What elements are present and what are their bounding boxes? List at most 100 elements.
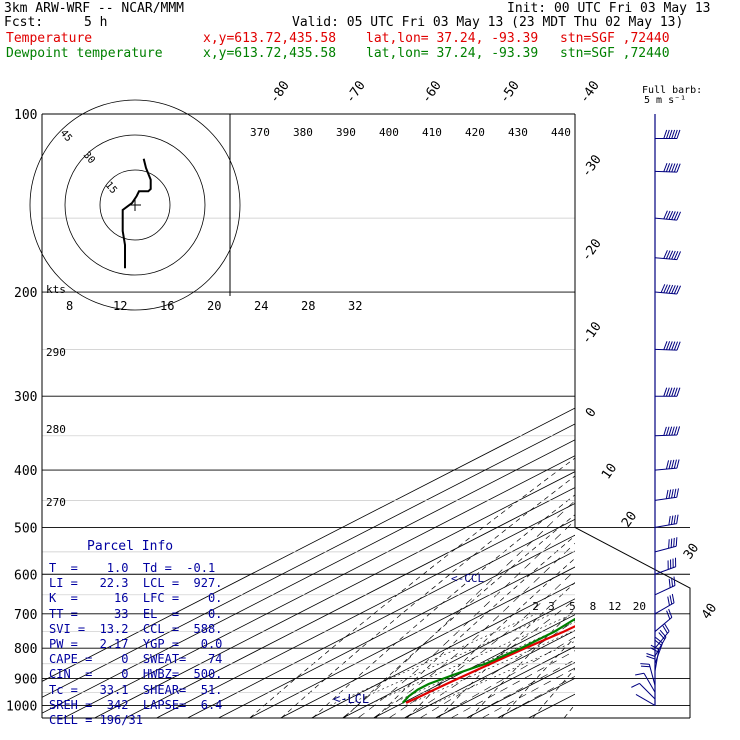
barb-legend-line1: Full barb: bbox=[642, 85, 702, 96]
isotherm bbox=[156, 502, 575, 719]
ccl-marker: <-CCL bbox=[451, 572, 484, 585]
wind-barb bbox=[655, 129, 681, 139]
wind-barb bbox=[654, 163, 681, 173]
skewed-temp-label: -40 bbox=[577, 78, 603, 106]
dry-adiabat bbox=[690, 114, 740, 718]
wind-barb bbox=[640, 663, 656, 686]
temperature-line bbox=[405, 625, 575, 704]
valid-time: Valid: 05 UTC Fri 03 May 13 (23 MDT Thu … bbox=[292, 15, 684, 30]
skewed-temp-label: -70 bbox=[343, 78, 369, 106]
parcel-info-row: PW = 2.17 YGP = 0.0 bbox=[49, 637, 223, 652]
theta-e-label: 420 bbox=[465, 126, 485, 139]
dry-adiabat bbox=[501, 636, 575, 719]
init-time: Init: 00 UTC Fri 03 May 13 bbox=[507, 1, 711, 16]
dry-adiabat-label: 290 bbox=[46, 346, 66, 359]
dry-adiabat bbox=[438, 582, 575, 719]
parcel-info-row: CELL = 196/31 bbox=[49, 713, 143, 728]
dewpoint-station: stn=SGF ,72440 bbox=[560, 46, 670, 61]
pressure-label: 900 bbox=[14, 672, 37, 687]
skewed-temp-label: -20 bbox=[579, 236, 605, 264]
pressure-label: 100 bbox=[14, 108, 37, 123]
parcel-info-row: LI = 22.3 LCL = 927. bbox=[49, 576, 223, 591]
isotherm bbox=[187, 518, 575, 719]
moist-adiabat bbox=[497, 675, 575, 719]
dry-adiabat bbox=[375, 535, 575, 719]
forecast-hour: 5 h bbox=[84, 15, 108, 30]
wind-barb bbox=[654, 608, 673, 632]
wind-barb bbox=[650, 644, 660, 672]
isotherm bbox=[249, 550, 575, 719]
wind-barb bbox=[654, 576, 676, 596]
pressure-label: 800 bbox=[14, 642, 37, 657]
wind-barb bbox=[654, 557, 677, 575]
dry-adiabat bbox=[469, 608, 575, 719]
wind-barb bbox=[654, 250, 682, 261]
theta-e-label: 410 bbox=[422, 126, 442, 139]
pressure-label: 300 bbox=[14, 390, 37, 405]
barb-legend-line2: 5 m s⁻¹ bbox=[644, 95, 686, 106]
wind-barb bbox=[635, 672, 656, 693]
skewed-temp-label: 20 bbox=[619, 509, 640, 530]
parcel-info-panel: Parcel Info T = 1.0 Td = -0.1 LI = 22.3 L… bbox=[45, 537, 225, 727]
wind-barb bbox=[646, 653, 656, 679]
hodograph-axis-label: 24 bbox=[254, 299, 268, 313]
dewpoint-xy: x,y=613.72,435.58 bbox=[203, 46, 337, 61]
theta-e-label: 400 bbox=[379, 126, 399, 139]
pressure-label: 700 bbox=[14, 608, 37, 623]
mixing-ratio-label: 2 bbox=[532, 600, 539, 613]
skewed-temp-label: 10 bbox=[599, 461, 620, 482]
hodograph-axis-label: 8 bbox=[66, 299, 73, 313]
parcel-info-row: CIN = 0 HWBZ= 500. bbox=[49, 667, 223, 682]
dry-adiabat bbox=[249, 457, 575, 719]
parcel-info-row: Tc = 33.1 SHEAR= 51. bbox=[49, 682, 223, 697]
isotherm bbox=[373, 614, 575, 719]
parcel-info-row: SREH = 342 LAPSE= 6.4 bbox=[49, 697, 223, 712]
parcel-info-row: TT = 33 EL = 0. bbox=[49, 606, 223, 621]
pressure-label: 200 bbox=[14, 286, 37, 301]
skewed-temp-label: 30 bbox=[681, 541, 702, 562]
wind-barb bbox=[654, 629, 667, 657]
wind-barb bbox=[654, 623, 670, 649]
mixing-ratio-line bbox=[345, 613, 553, 706]
dewpoint-latlon: lat,lon= 37.24, -93.39 bbox=[366, 46, 539, 61]
isotherm bbox=[497, 677, 575, 719]
skewed-temp-label: -30 bbox=[579, 152, 605, 180]
hodograph-ring bbox=[64, 134, 206, 276]
wind-barb bbox=[654, 593, 675, 615]
mixing-ratio-line bbox=[405, 629, 575, 706]
moist-adiabat bbox=[419, 620, 575, 719]
mixing-ratio-label: 8 bbox=[590, 600, 597, 613]
temperature-xy: x,y=613.72,435.58 bbox=[203, 31, 337, 46]
wind-barb bbox=[654, 637, 663, 664]
skewed-temp-label: -60 bbox=[419, 78, 445, 106]
frame-lower-right bbox=[574, 526, 691, 718]
isotherm bbox=[42, 439, 575, 714]
parcel-info-row: SVI = 13.2 CCL = 588. bbox=[49, 621, 223, 636]
dry-adiabat bbox=[281, 475, 575, 719]
parcel-info-row: K = 16 LFC = 0. bbox=[49, 591, 223, 606]
parcel-info-title: Parcel Info bbox=[87, 539, 174, 554]
dry-adiabat bbox=[659, 114, 740, 718]
wind-barb bbox=[654, 210, 682, 221]
isotherm bbox=[63, 455, 575, 719]
dry-adiabat bbox=[596, 114, 740, 718]
moist-adiabat bbox=[373, 542, 575, 719]
isotherm bbox=[42, 423, 575, 698]
theta-e-label: 390 bbox=[336, 126, 356, 139]
wind-barb bbox=[654, 514, 679, 528]
temperature-legend: Temperature bbox=[6, 31, 93, 46]
dry-adiabat bbox=[532, 668, 575, 719]
hodograph-axis-label: 32 bbox=[348, 299, 362, 313]
mixing-ratio-label: 3 bbox=[548, 600, 555, 613]
skewed-temp-label: 0 bbox=[583, 405, 600, 420]
mixing-ratio-line bbox=[366, 613, 574, 706]
hodograph-ring bbox=[29, 99, 241, 311]
theta-e-label: 440 bbox=[551, 126, 571, 139]
hodograph-axis-label: 28 bbox=[301, 299, 315, 313]
moist-adiabat bbox=[450, 650, 575, 719]
hodograph-ring-label: 30 bbox=[81, 150, 97, 166]
theta-e-label: 380 bbox=[293, 126, 313, 139]
moist-adiabat bbox=[435, 636, 575, 719]
mixing-ratio-label: 12 bbox=[608, 600, 621, 613]
